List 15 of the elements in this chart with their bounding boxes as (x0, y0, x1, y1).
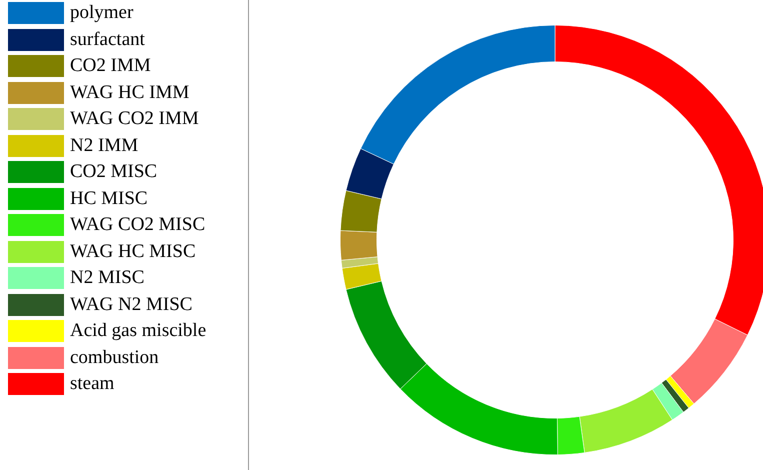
legend-label: CO2 IMM (70, 55, 151, 78)
legend-label: Acid gas miscible (70, 320, 206, 342)
legend-label: steam (70, 373, 114, 396)
legend-label: WAG CO2 MISC (70, 214, 206, 236)
legend-label: N2 IMM (70, 134, 138, 157)
legend-label: WAG N2 MISC (70, 294, 192, 316)
legend-label: polymer (70, 2, 134, 24)
legend-label: WAG HC MISC (70, 240, 196, 263)
legend-label: combustion (70, 346, 159, 369)
legend-label: WAG HC IMM (70, 82, 190, 104)
legend-label: N2 MISC (70, 267, 144, 290)
legend-label: WAG CO2 IMM (70, 108, 199, 130)
legend-label: surfactant (70, 28, 145, 51)
legend-label: HC MISC (70, 188, 148, 210)
legend-label: CO2 MISC (70, 161, 158, 184)
